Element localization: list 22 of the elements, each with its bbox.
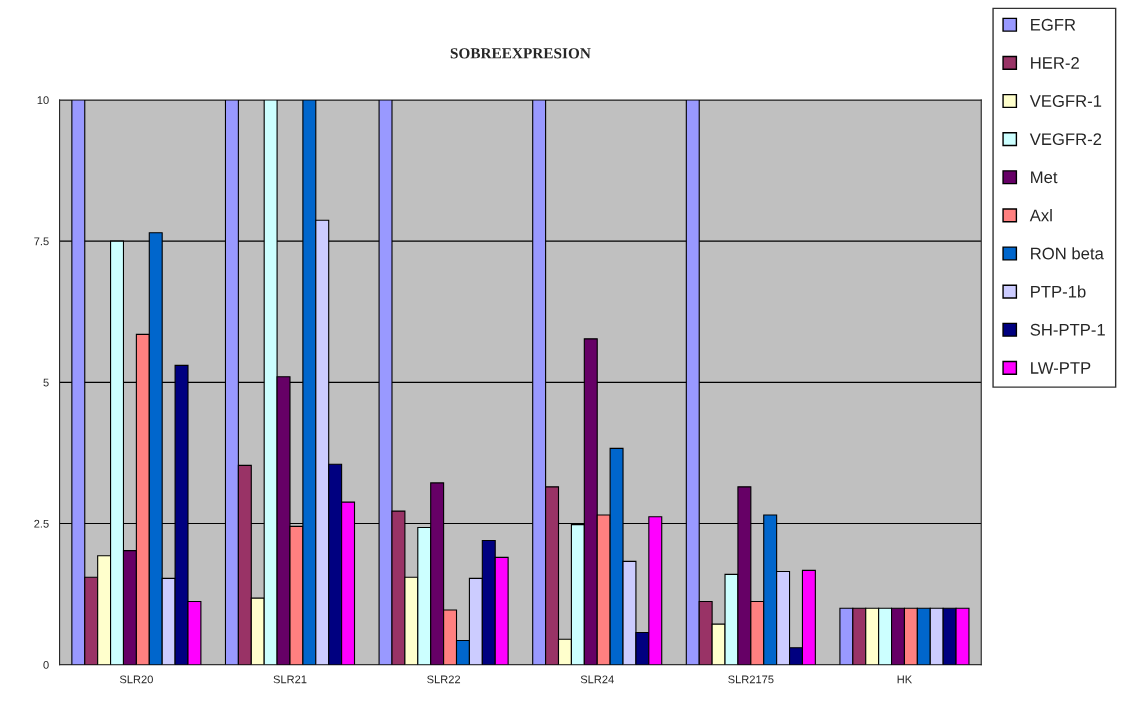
legend-label: EGFR	[1031, 18, 1076, 31]
legend-label: SH-PTP-1	[1030, 323, 1105, 336]
legend-label: VEGFR-1	[1029, 95, 1102, 107]
y-tick-label: 10	[37, 96, 49, 105]
legend-label: RON beta	[1031, 247, 1104, 260]
legend-label: VEGFR-2	[1029, 133, 1102, 146]
x-tick-label: SLR22	[427, 675, 461, 684]
y-tick-label: 5	[43, 378, 49, 387]
x-tick-label: SLR20	[119, 675, 153, 684]
x-tick-label: HK	[897, 675, 913, 684]
legend-label: LW-PTP	[1031, 362, 1091, 374]
legend-label: Met	[1031, 171, 1058, 184]
y-tick-label: 0	[43, 661, 49, 669]
x-tick-label: SLR21	[273, 675, 307, 684]
y-tick-label: 2.5	[34, 519, 49, 528]
chart-title: SOBREEXPRESION	[450, 48, 591, 59]
x-tick-label: SLR24	[580, 675, 614, 684]
legend-label: PTP-1b	[1031, 285, 1086, 298]
legend-label: HER-2	[1031, 56, 1079, 69]
x-tick-label: SLR2175	[728, 675, 774, 684]
y-tick-label: 7.5	[34, 237, 49, 246]
legend-label: Axl	[1029, 209, 1052, 222]
